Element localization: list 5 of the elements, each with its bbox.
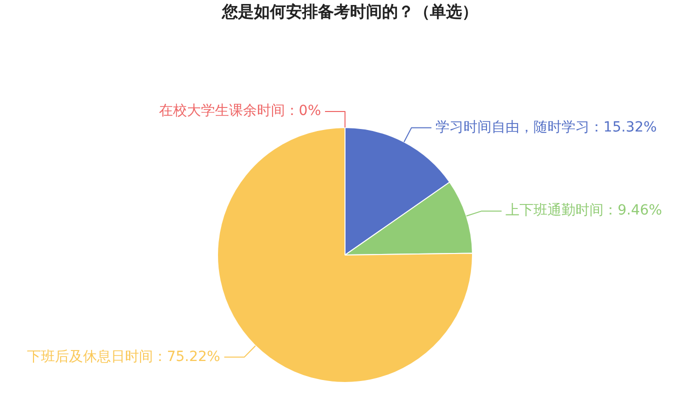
slice-label: 学习时间自由，随时学习：15.32% [435, 119, 657, 136]
legend-label: 在校大学生课余时间：0% [158, 103, 321, 120]
slice-label: 下班后及休息日时间：75.22% [26, 348, 220, 365]
slice-label: 上下班通勤时间：9.46% [506, 202, 662, 219]
chart-title: 您是如何安排备考时间的？（单选） [220, 2, 479, 23]
